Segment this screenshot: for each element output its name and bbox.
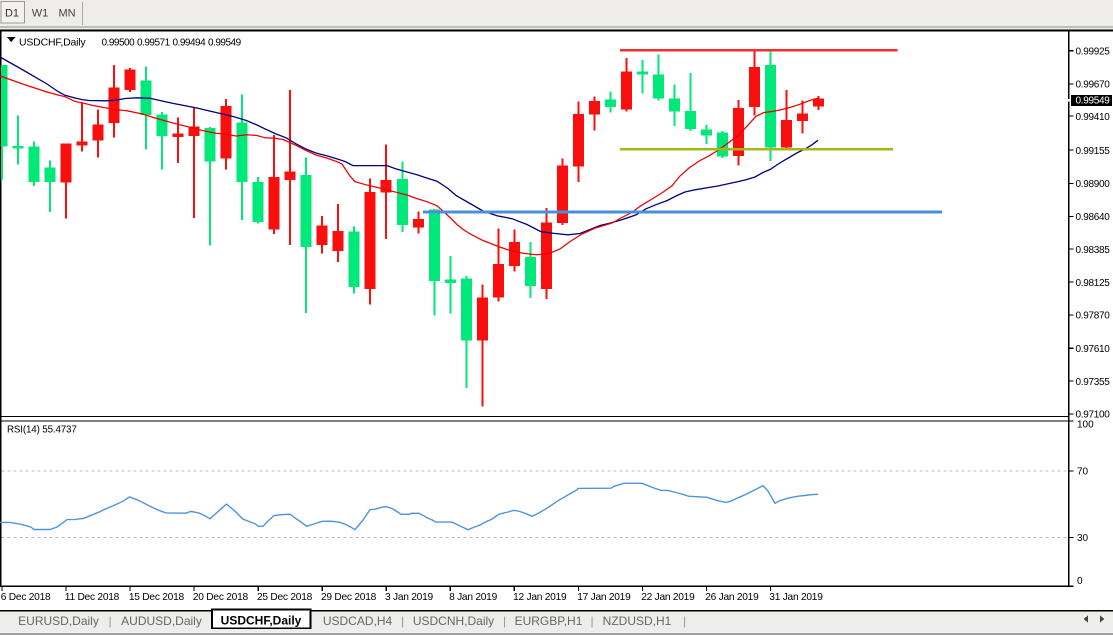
svg-text:26 Jan 2019: 26 Jan 2019 (705, 592, 759, 603)
svg-text:0.98385: 0.98385 (1076, 245, 1111, 256)
svg-text:|: | (401, 614, 404, 628)
svg-text:0.98640: 0.98640 (1076, 212, 1111, 223)
svg-text:20 Dec 2018: 20 Dec 2018 (193, 592, 249, 603)
svg-text:100: 100 (1077, 420, 1094, 431)
svg-text:0.99155: 0.99155 (1076, 146, 1111, 157)
svg-text:RSI(14) 55.4737: RSI(14) 55.4737 (7, 425, 77, 436)
svg-text:USDCNH,Daily: USDCNH,Daily (413, 614, 494, 628)
svg-text:15 Dec 2018: 15 Dec 2018 (129, 592, 185, 603)
svg-text:0.98125: 0.98125 (1076, 278, 1111, 289)
svg-text:3 Jan 2019: 3 Jan 2019 (385, 592, 433, 603)
svg-text:25 Dec 2018: 25 Dec 2018 (257, 592, 313, 603)
svg-text:0.97100: 0.97100 (1076, 410, 1111, 421)
svg-text:17 Jan 2019: 17 Jan 2019 (577, 592, 631, 603)
svg-text:0.99549: 0.99549 (1076, 96, 1111, 107)
svg-text:70: 70 (1077, 467, 1089, 478)
svg-text:D1: D1 (5, 8, 19, 20)
svg-text:0.99670: 0.99670 (1076, 80, 1111, 91)
svg-text:0.99925: 0.99925 (1076, 46, 1111, 57)
svg-text:29 Dec 2018: 29 Dec 2018 (321, 592, 377, 603)
svg-text:8 Jan 2019: 8 Jan 2019 (449, 592, 497, 603)
svg-text:USDCHF,Daily: USDCHF,Daily (19, 37, 86, 49)
svg-text:30: 30 (1077, 533, 1089, 544)
svg-text:EURGBP,H1: EURGBP,H1 (515, 614, 583, 628)
svg-text:0.98900: 0.98900 (1076, 179, 1111, 190)
svg-text:0.99410: 0.99410 (1076, 112, 1111, 123)
svg-text:USDCAD,H4: USDCAD,H4 (323, 614, 393, 628)
svg-text:|: | (108, 614, 111, 628)
svg-text:0.97610: 0.97610 (1076, 344, 1111, 355)
svg-text:0.99571: 0.99571 (137, 38, 171, 49)
svg-text:W1: W1 (32, 8, 49, 20)
svg-text:NZDUSD,H1: NZDUSD,H1 (603, 614, 672, 628)
svg-text:|: | (503, 614, 506, 628)
svg-text:0.99500: 0.99500 (102, 38, 136, 49)
svg-text:31 Jan 2019: 31 Jan 2019 (769, 592, 823, 603)
svg-text:12 Jan 2019: 12 Jan 2019 (513, 592, 567, 603)
svg-text:11 Dec 2018: 11 Dec 2018 (65, 592, 120, 603)
svg-text:22 Jan 2019: 22 Jan 2019 (641, 592, 695, 603)
svg-text:AUDUSD,Daily: AUDUSD,Daily (121, 614, 202, 628)
svg-text:6 Dec 2018: 6 Dec 2018 (1, 592, 51, 603)
svg-text:0: 0 (1077, 576, 1083, 587)
svg-text:0.99494: 0.99494 (173, 38, 207, 49)
svg-text:0.99549: 0.99549 (208, 38, 242, 49)
svg-text:|: | (683, 614, 686, 628)
svg-text:MN: MN (58, 8, 75, 20)
svg-text:USDCHF,Daily: USDCHF,Daily (221, 614, 302, 628)
svg-text:EURUSD,Daily: EURUSD,Daily (18, 614, 99, 628)
svg-text:0.97870: 0.97870 (1076, 311, 1111, 322)
svg-text:0.97355: 0.97355 (1076, 377, 1111, 388)
svg-text:|: | (590, 614, 593, 628)
